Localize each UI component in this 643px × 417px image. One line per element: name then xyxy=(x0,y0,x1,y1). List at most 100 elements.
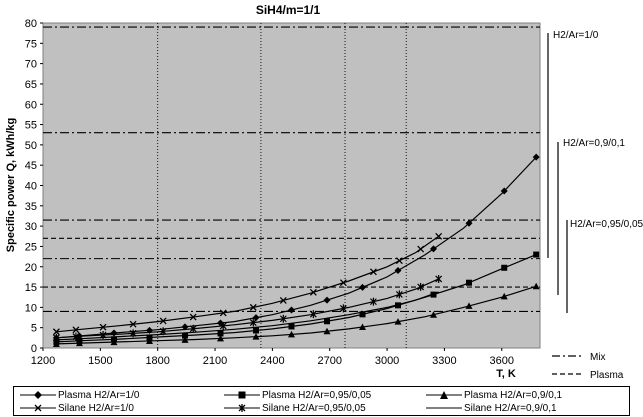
data-point xyxy=(359,311,366,318)
legend-label: Plasma H2/Ar=1/0 xyxy=(58,389,140,401)
data-point xyxy=(323,296,331,304)
legend-item: Silane H2/Ar=0,95/0,05 xyxy=(222,401,366,415)
data-point xyxy=(181,336,189,343)
data-point xyxy=(466,279,472,286)
data-point xyxy=(500,292,508,300)
data-point xyxy=(417,282,425,291)
x-axis-label: T, K xyxy=(496,368,516,380)
plasma-key-label: Plasma xyxy=(590,370,624,381)
y-tick-label: 45 xyxy=(25,160,37,172)
mix-key-label: Mix xyxy=(590,352,606,363)
y-tick-label: 20 xyxy=(25,262,37,274)
star-marker-icon xyxy=(224,404,260,412)
line-style-key: Mix Plasma xyxy=(552,352,624,381)
square-marker-icon xyxy=(224,391,260,399)
y-tick-label: 40 xyxy=(25,181,37,193)
data-point xyxy=(252,314,260,322)
data-point xyxy=(219,309,227,317)
series-4 xyxy=(52,232,443,336)
data-point xyxy=(99,323,107,331)
data-point xyxy=(309,288,317,296)
data-point xyxy=(52,328,60,336)
data-point xyxy=(465,302,473,309)
data-point xyxy=(430,291,437,298)
data-point xyxy=(417,245,425,253)
x-tick-label: 3600 xyxy=(490,355,514,367)
x-tick-label: 2700 xyxy=(317,355,341,367)
annotation-label-1: H2/Ar=1/0 xyxy=(553,30,599,41)
data-point xyxy=(249,318,257,327)
data-point xyxy=(288,306,295,314)
annotation-label-2: H2/Ar=0,9/0,1 xyxy=(563,138,625,149)
x-axis-ticks: 1200 1500 1800 2100 2400 2700 3000 3300 3600 xyxy=(31,348,514,367)
data-point xyxy=(252,333,260,340)
data-point xyxy=(465,219,473,227)
series-line xyxy=(56,291,439,341)
data-point xyxy=(288,323,295,330)
plot-area xyxy=(42,22,541,349)
y-tick-label: 65 xyxy=(25,79,37,91)
data-point xyxy=(339,279,347,287)
data-point xyxy=(430,245,437,253)
data-point xyxy=(435,232,443,240)
data-point xyxy=(217,334,224,342)
data-point xyxy=(129,320,137,328)
y-axis-ticks: 0 5 10 15 20 25 30 35 40 45 50 55 60 65 70 75 80 xyxy=(25,18,43,355)
y-tick-label: 50 xyxy=(25,140,37,152)
data-point xyxy=(435,274,443,283)
data-point xyxy=(110,338,118,346)
data-point xyxy=(532,153,540,161)
reference-lines xyxy=(43,23,540,348)
legend-label: Plasma H2/Ar=0,95/0,05 xyxy=(262,389,372,401)
chart-title: SiH4/m=1/1 xyxy=(256,3,321,17)
data-point xyxy=(532,282,540,290)
data-point xyxy=(395,302,401,309)
data-point xyxy=(430,311,437,318)
x-tick-label: 3000 xyxy=(375,355,399,367)
legend-label: Silane H2/Ar=1/0 xyxy=(58,402,134,414)
legend: Plasma H2/Ar=1/0 Plasma H2/Ar=0,95/0,05 … xyxy=(13,386,630,416)
annotation-label-3: H2/Ar=0,95/0,05 xyxy=(570,219,643,230)
data-point xyxy=(359,283,366,291)
legend-item: Plasma H2/Ar=1/0 xyxy=(18,388,139,402)
y-tick-label: 70 xyxy=(25,59,37,71)
y-tick-label: 55 xyxy=(25,120,37,132)
diamond-marker-icon xyxy=(20,391,56,399)
data-point xyxy=(533,251,540,258)
y-tick-label: 35 xyxy=(25,201,37,213)
y-axis-label: Specific power Q, kWh/kg xyxy=(5,118,17,252)
data-point xyxy=(395,257,403,265)
data-point xyxy=(249,303,257,311)
series-3 xyxy=(52,282,540,347)
y-tick-label: 80 xyxy=(25,18,37,30)
y-tick-label: 10 xyxy=(25,302,37,314)
y-tick-label: 60 xyxy=(25,99,37,111)
legend-item: Silane H2/Ar=1/0 xyxy=(18,401,134,415)
legend-item: Plasma H2/Ar=0,9/0,1 xyxy=(424,388,562,402)
data-point xyxy=(394,267,402,275)
data-point xyxy=(75,339,83,347)
data-point xyxy=(279,314,287,323)
legend-label: Silane H2/Ar=0,9/0,1 xyxy=(464,402,557,414)
data-point xyxy=(219,321,227,330)
y-tick-label: 75 xyxy=(25,38,37,50)
y-tick-label: 0 xyxy=(31,343,37,355)
data-point xyxy=(395,290,403,299)
x-tick-label: 1200 xyxy=(31,355,55,367)
data-point xyxy=(189,324,197,333)
data-point xyxy=(339,304,347,313)
data-point xyxy=(181,323,189,331)
x-marker-icon xyxy=(20,404,56,412)
data-point xyxy=(359,323,366,331)
x-tick-label: 3300 xyxy=(432,355,456,367)
triangle-marker-icon xyxy=(426,391,462,399)
legend-label: Silane H2/Ar=0,95/0,05 xyxy=(262,402,366,414)
data-point xyxy=(501,264,508,271)
legend-label: Plasma H2/Ar=0,9/0,1 xyxy=(464,389,563,401)
x-tick-label: 2100 xyxy=(203,355,227,367)
data-point xyxy=(394,318,402,325)
y-tick-label: 15 xyxy=(25,282,37,294)
legend-item: Plasma H2/Ar=0,95/0,05 xyxy=(222,388,371,402)
side-annotations: H2/Ar=1/0 H2/Ar=0,9/0,1 H2/Ar=0,95/0,05 xyxy=(547,30,643,313)
data-point xyxy=(72,326,80,334)
